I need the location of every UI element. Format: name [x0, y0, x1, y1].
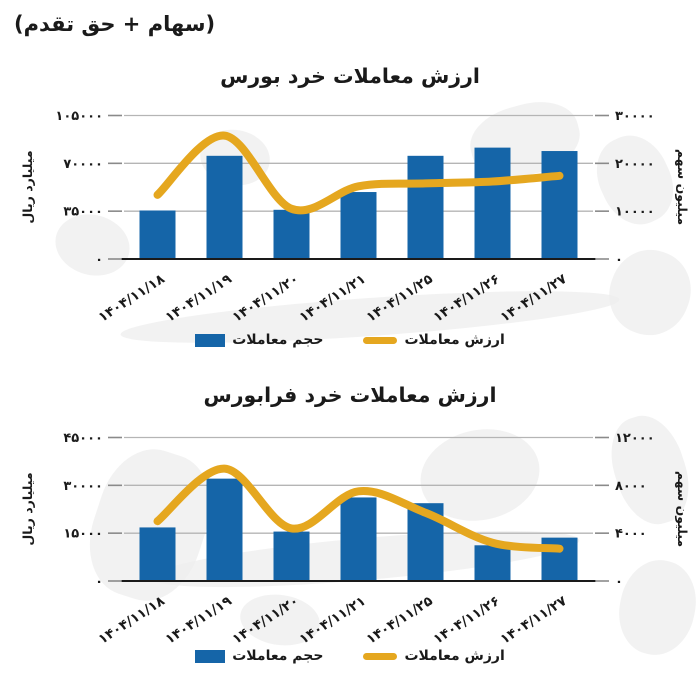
- x-category-label: ۱۴۰۴/۱۱/۱۹: [162, 271, 234, 326]
- volume-legend-label: حجم معاملات: [232, 332, 324, 348]
- x-category-label: ۱۴۰۴/۱۱/۱۸: [95, 593, 168, 648]
- volume-bar: [541, 151, 578, 259]
- volume-bar: [474, 147, 511, 259]
- right-tick-label: ۲۰۰۰۰: [615, 157, 655, 172]
- chart-title-farabourse: ارزش معاملات خرد فرابورس: [203, 383, 497, 407]
- volume-bar: [273, 531, 310, 581]
- value-legend-swatch: [363, 336, 398, 344]
- right-tick-label: ۳۰۰۰۰: [615, 109, 655, 124]
- bourse-chart-canvas: ۰ ۳۵۰۰۰ ۷۰۰۰۰ ۱۰۵۰۰۰ ۰ ۱۰۰۰۰ ۲۰۰۰۰ ۳۰۰۰۰ میلیارد…: [20, 109, 690, 326]
- right-tick-label: ۱۲۰۰۰: [615, 431, 655, 446]
- x-category-label: ۱۴۰۴/۱۱/۱۸: [95, 271, 168, 326]
- header-note: (سهام + حق تقدم): [14, 12, 216, 36]
- volume-bar: [474, 545, 511, 581]
- right-tick-label: ۰: [615, 575, 623, 590]
- left-tick-label: ۳۰۰۰۰: [63, 479, 103, 494]
- value-legend-label: ارزش معاملات: [404, 332, 505, 348]
- x-category-label: ۱۴۰۴/۱۱/۲۷: [497, 271, 570, 326]
- x-category-label: ۱۴۰۴/۱۱/۲۵: [363, 593, 435, 648]
- left-axis-title: میلیارد ریال: [20, 150, 35, 223]
- value-line: [153, 131, 564, 215]
- left-tick-label: ۰: [95, 253, 103, 268]
- legend-bourse: حجم معاملات ارزش معاملات: [0, 332, 700, 348]
- legend-farabourse: حجم معاملات ارزش معاملات: [0, 648, 700, 664]
- volume-bar: [139, 527, 176, 581]
- left-tick-label: ۰: [95, 575, 103, 590]
- x-category-label: ۱۴۰۴/۱۱/۱۹: [162, 593, 234, 648]
- x-category-label: ۱۴۰۴/۱۱/۲۰: [229, 271, 301, 326]
- volume-legend-swatch: [195, 333, 226, 347]
- volume-bar: [407, 155, 444, 259]
- volume-bar: [340, 497, 377, 581]
- value-legend-swatch: [363, 652, 398, 660]
- right-tick-label: ۴۰۰۰: [615, 527, 647, 542]
- left-tick-label: ۱۰۵۰۰۰: [55, 109, 103, 124]
- right-axis-title: میلیون سهم: [675, 149, 690, 225]
- x-category-label: ۱۴۰۴/۱۱/۲۶: [430, 271, 502, 326]
- left-axis-title: میلیارد ریال: [20, 472, 35, 545]
- left-tick-label: ۷۰۰۰۰: [63, 157, 103, 172]
- volume-bar: [206, 155, 243, 259]
- farabourse-chart-canvas: ۰ ۱۵۰۰۰ ۳۰۰۰۰ ۴۵۰۰۰ ۰ ۴۰۰۰ ۸۰۰۰ ۱۲۰۰۰ میلیارد ری…: [20, 431, 690, 648]
- left-tick-label: ۳۵۰۰۰: [63, 205, 103, 220]
- x-category-label: ۱۴۰۴/۱۱/۲۱: [296, 271, 368, 326]
- x-category-label: ۱۴۰۴/۱۱/۲۵: [363, 271, 435, 326]
- volume-legend-label: حجم معاملات: [232, 648, 324, 664]
- value-legend-label: ارزش معاملات: [404, 648, 505, 664]
- value-line: [153, 464, 564, 553]
- x-category-label: ۱۴۰۴/۱۱/۲۶: [430, 593, 502, 648]
- left-tick-label: ۴۵۰۰۰: [63, 431, 103, 446]
- volume-legend-swatch: [195, 649, 226, 663]
- right-tick-label: ۸۰۰۰: [615, 479, 647, 494]
- volume-bar: [340, 192, 377, 259]
- right-axis-title: میلیون سهم: [675, 471, 690, 547]
- x-category-label: ۱۴۰۴/۱۱/۲۰: [229, 593, 301, 648]
- volume-bar: [273, 209, 310, 259]
- x-category-label: ۱۴۰۴/۱۱/۲۱: [296, 593, 368, 648]
- volume-bar: [206, 478, 243, 581]
- volume-bar: [541, 537, 578, 581]
- chart-title-bourse: ارزش معاملات خرد بورس: [220, 64, 480, 88]
- x-category-label: ۱۴۰۴/۱۱/۲۷: [497, 593, 570, 648]
- left-tick-label: ۱۵۰۰۰: [63, 527, 103, 542]
- volume-bar: [139, 210, 176, 259]
- right-tick-label: ۱۰۰۰۰: [615, 205, 655, 220]
- right-tick-label: ۰: [615, 253, 623, 268]
